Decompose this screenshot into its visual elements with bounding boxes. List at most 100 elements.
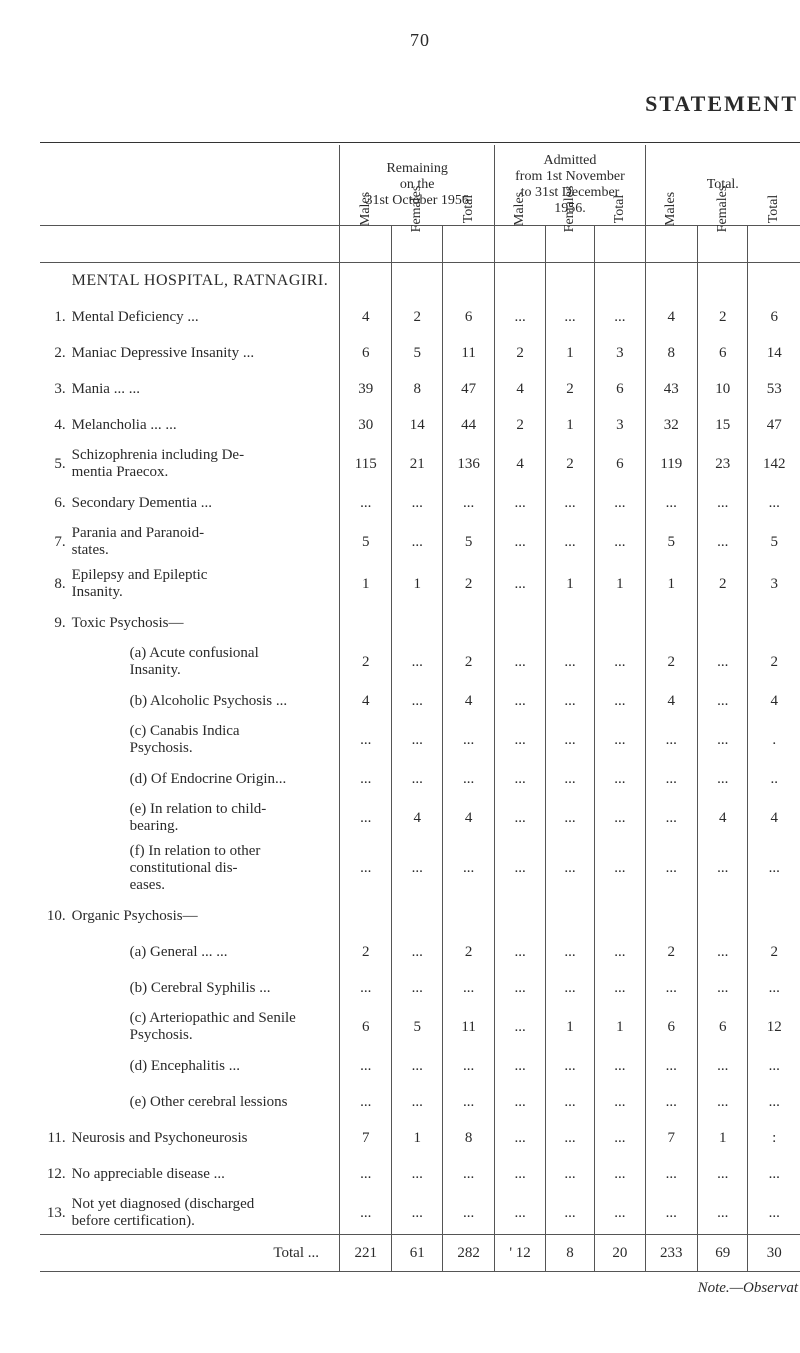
cell: 4 [340, 683, 392, 719]
cell: ... [645, 797, 697, 839]
cell: ... [545, 485, 594, 521]
cell: ... [645, 1192, 697, 1235]
cell: 15 [698, 407, 748, 443]
cell [442, 605, 494, 641]
cell: ... [595, 1084, 645, 1120]
cell: 6 [698, 335, 748, 371]
row-number: 6. [40, 485, 70, 521]
cell: ... [392, 1048, 442, 1084]
row-label: (a) Acute confusional Insanity. [70, 641, 340, 683]
cell: 3 [748, 563, 800, 605]
cell [340, 605, 392, 641]
table-row: 4.Melancholia ... ...301444213321547 [40, 407, 800, 443]
cell: ... [698, 1084, 748, 1120]
cell: 3 [595, 407, 645, 443]
cell: 7 [645, 1120, 697, 1156]
cell [392, 898, 442, 934]
cell: ... [545, 761, 594, 797]
table-row: 13.Not yet diagnosed (discharged before … [40, 1192, 800, 1235]
cell: ... [545, 299, 594, 335]
cell: ... [442, 1084, 494, 1120]
row-number: 11. [40, 1120, 70, 1156]
row-number [40, 1048, 70, 1084]
cell: 1 [545, 563, 594, 605]
row-label: Organic Psychosis— [70, 898, 340, 934]
cell: 1 [545, 1006, 594, 1048]
cell: ... [495, 1006, 545, 1048]
cell: ... [698, 1048, 748, 1084]
row-number [40, 839, 70, 898]
cell: 47 [748, 407, 800, 443]
cell: ... [392, 839, 442, 898]
cell: ... [645, 839, 697, 898]
cell: 2 [495, 335, 545, 371]
cell: 1 [698, 1120, 748, 1156]
cell: ... [392, 683, 442, 719]
cell: ... [495, 1120, 545, 1156]
cell: 1 [392, 563, 442, 605]
cell: 1 [340, 563, 392, 605]
cell: 119 [645, 443, 697, 485]
cell: 5 [392, 1006, 442, 1048]
cell: 1 [595, 1006, 645, 1048]
col-males-1: Males [340, 226, 392, 263]
cell: ... [545, 839, 594, 898]
cell: 11 [442, 1006, 494, 1048]
cell: ... [392, 521, 442, 563]
cell: ... [392, 485, 442, 521]
row-number: 9. [40, 605, 70, 641]
cell: ... [595, 719, 645, 761]
cell: 2 [442, 934, 494, 970]
cell [545, 605, 594, 641]
cell: ... [645, 761, 697, 797]
cell: 4 [748, 797, 800, 839]
cell: 30 [340, 407, 392, 443]
cell: 32 [645, 407, 697, 443]
cell: ... [495, 1156, 545, 1192]
cell: ... [442, 1192, 494, 1235]
cell: 1 [545, 407, 594, 443]
cell: 3 [595, 335, 645, 371]
row-number: 13. [40, 1192, 70, 1235]
cell: 5 [442, 521, 494, 563]
cell: ... [442, 970, 494, 1006]
cell: ... [392, 1192, 442, 1235]
cell: ... [595, 641, 645, 683]
row-label: (b) Cerebral Syphilis ... [70, 970, 340, 1006]
heading-statement: STATEMENT [40, 91, 800, 117]
row-label: (c) Canabis Indica Psychosis. [70, 719, 340, 761]
cell: ... [645, 970, 697, 1006]
cell: ... [645, 1156, 697, 1192]
table-row: 1.Mental Deficiency ...426.........426 [40, 299, 800, 335]
cell: 2 [392, 299, 442, 335]
cell: ... [495, 563, 545, 605]
row-label: Melancholia ... ... [70, 407, 340, 443]
total-c1: 61 [392, 1235, 442, 1272]
cell: 8 [645, 335, 697, 371]
cell: ... [545, 1084, 594, 1120]
row-label: Mental Deficiency ... [70, 299, 340, 335]
col-total-2: Total [595, 226, 645, 263]
row-label: (c) Arteriopathic and Senile Psychosis. [70, 1006, 340, 1048]
total-c5: 20 [595, 1235, 645, 1272]
cell: ... [340, 719, 392, 761]
cell: 2 [645, 934, 697, 970]
cell: ... [392, 934, 442, 970]
cell: .. [748, 761, 800, 797]
cell: ... [392, 970, 442, 1006]
cell: 6 [698, 1006, 748, 1048]
table-row: (e) In relation to child- bearing....44.… [40, 797, 800, 839]
cell: ... [545, 797, 594, 839]
cell: ... [698, 839, 748, 898]
cell: ... [442, 1048, 494, 1084]
row-number: 10. [40, 898, 70, 934]
row-number: 12. [40, 1156, 70, 1192]
table-row: 8.Epilepsy and Epileptic Insanity.112...… [40, 563, 800, 605]
row-number [40, 797, 70, 839]
cell: 10 [698, 371, 748, 407]
cell: ... [698, 1156, 748, 1192]
row-number: 4. [40, 407, 70, 443]
cell: ... [340, 797, 392, 839]
cell: ... [595, 1120, 645, 1156]
cell: ... [748, 1084, 800, 1120]
